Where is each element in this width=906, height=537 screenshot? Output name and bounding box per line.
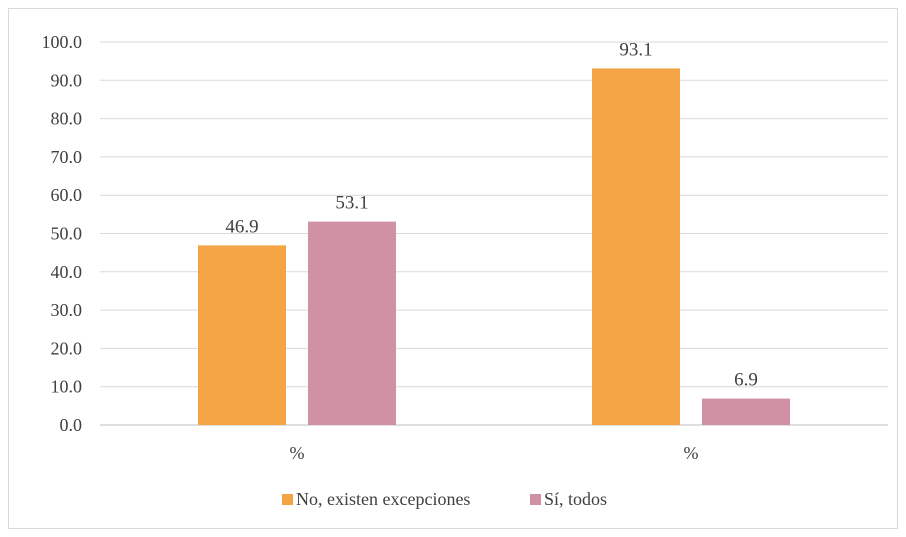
y-tick-label: 80.0 [51, 109, 83, 129]
y-tick-label: 90.0 [51, 70, 83, 90]
chart-area [8, 8, 898, 529]
bars [198, 68, 790, 425]
y-tick-label: 0.0 [60, 415, 83, 435]
data-label: 6.9 [734, 370, 758, 391]
y-tick-label: 30.0 [51, 300, 83, 320]
bar [308, 221, 396, 425]
legend-swatch [530, 494, 541, 505]
legend-label: No, existen excepciones [296, 489, 470, 509]
y-tick-label: 60.0 [51, 185, 83, 205]
y-tick-label: 20.0 [51, 338, 83, 358]
data-labels: 46.9 53.1 93.1 6.9 [225, 39, 758, 390]
data-label: 53.1 [335, 193, 368, 214]
y-tick-label: 40.0 [51, 262, 83, 282]
bar [592, 68, 680, 425]
bar [702, 398, 790, 425]
legend: No, existen excepciones Sí, todos [282, 489, 607, 509]
data-label: 46.9 [225, 216, 258, 237]
x-category-label: % [684, 443, 699, 463]
bar [198, 245, 286, 425]
y-tick-label: 10.0 [51, 377, 83, 397]
x-category-label: % [290, 443, 305, 463]
x-axis-categories: %% [290, 443, 699, 463]
y-tick-label: 70.0 [51, 147, 83, 167]
legend-swatch [282, 494, 293, 505]
y-axis-ticks: 0.0 10.0 20.0 30.0 40.0 50.0 60.0 70.0 80.0 90.0 1… [42, 32, 83, 435]
y-tick-label: 50.0 [51, 224, 83, 244]
data-label: 93.1 [619, 39, 652, 60]
y-tick-label: 100.0 [42, 32, 83, 52]
legend-label: Sí, todos [544, 489, 607, 509]
